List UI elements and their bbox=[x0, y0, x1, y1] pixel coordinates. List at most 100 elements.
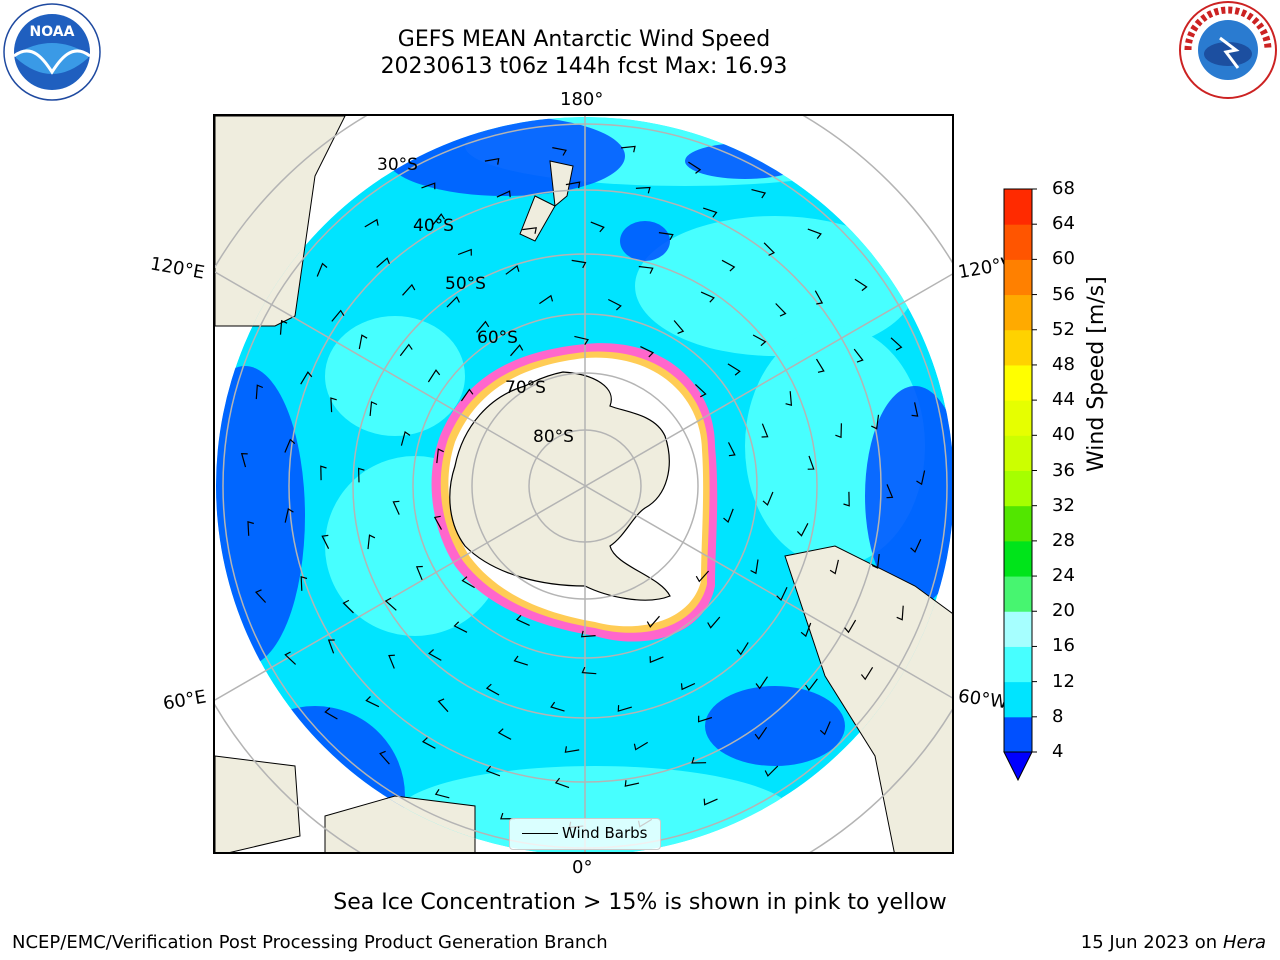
colorbar-tick-label: 60 bbox=[1052, 248, 1075, 270]
wind-barb-legend-label: Wind Barbs bbox=[562, 824, 648, 842]
colorbar-tick-label: 16 bbox=[1052, 635, 1075, 657]
wind-barb bbox=[723, 508, 734, 524]
colorbar-tick-label: 40 bbox=[1052, 424, 1075, 446]
lat-label-50s: 50°S bbox=[445, 274, 486, 294]
colorbar-tick-label: 64 bbox=[1052, 213, 1075, 235]
noaa-logo: NOAA bbox=[2, 2, 102, 106]
wind-barb bbox=[695, 570, 710, 583]
wind-barb bbox=[434, 788, 450, 799]
wind-barb bbox=[910, 538, 922, 553]
lat-label-40s: 40°S bbox=[413, 216, 454, 236]
lat-label-80s: 80°S bbox=[533, 427, 574, 447]
wind-patch-low bbox=[705, 686, 845, 766]
wind-barb bbox=[581, 666, 597, 675]
wind-barb bbox=[330, 397, 337, 413]
lat-label-30s: 30°S bbox=[377, 155, 418, 175]
wind-barb bbox=[580, 630, 596, 638]
wind-barb bbox=[367, 534, 376, 550]
wind-barb bbox=[539, 294, 554, 305]
wind-barb bbox=[358, 334, 368, 350]
colorbar-tick-label: 36 bbox=[1052, 459, 1075, 481]
wind-barb bbox=[485, 765, 501, 777]
colorbar-tick-label: 56 bbox=[1052, 283, 1075, 305]
wind-barb bbox=[819, 721, 831, 736]
colorbar-tick-label: 12 bbox=[1052, 670, 1075, 692]
wind-barb bbox=[633, 741, 649, 751]
wind-barb bbox=[522, 227, 537, 234]
wind-barb bbox=[476, 320, 490, 333]
wind-barb bbox=[673, 320, 685, 334]
wind-barb bbox=[764, 765, 779, 777]
lon-label-0: 0° bbox=[572, 857, 593, 878]
colorbar-segment bbox=[1004, 435, 1032, 471]
wind-barb bbox=[638, 265, 654, 274]
wind-barb bbox=[617, 705, 632, 712]
colorbar-segment bbox=[1004, 224, 1032, 260]
colorbar-segment bbox=[1004, 364, 1032, 401]
wind-barb bbox=[421, 737, 436, 749]
wind-barb bbox=[640, 346, 655, 358]
wind-barb bbox=[896, 605, 904, 621]
colorbar-tick-label: 20 bbox=[1052, 600, 1075, 622]
wind-barb bbox=[844, 619, 857, 634]
wind-barb bbox=[240, 452, 248, 468]
colorbar-label: Wind Speed [m/s] bbox=[1084, 276, 1109, 472]
wind-barb bbox=[691, 757, 707, 764]
wind-barb bbox=[379, 750, 390, 765]
wind-barb bbox=[688, 161, 702, 174]
colorbar-segment bbox=[1004, 681, 1032, 718]
wind-barb bbox=[658, 232, 674, 241]
wind-barb bbox=[707, 616, 721, 629]
wind-barb bbox=[854, 278, 868, 292]
wind-barb bbox=[761, 423, 769, 438]
wind-barb bbox=[364, 218, 379, 228]
lat-label-60s: 60°S bbox=[477, 328, 518, 348]
colorbar-tick-label: 32 bbox=[1052, 494, 1075, 516]
wind-barb bbox=[300, 575, 308, 591]
land-madagascar bbox=[215, 755, 301, 852]
wind-barb bbox=[321, 534, 330, 549]
lat-label-70s: 70°S bbox=[505, 378, 546, 398]
wind-barb bbox=[621, 145, 636, 153]
wind-barb bbox=[635, 186, 651, 194]
colorbar-tick-label: 44 bbox=[1052, 389, 1075, 411]
wind-barb bbox=[437, 698, 449, 713]
wind-barb bbox=[721, 259, 736, 272]
map-title: GEFS MEAN Antarctic Wind Speed bbox=[397, 27, 771, 52]
wind-patch-low bbox=[216, 366, 305, 666]
polar-map: 30°S 40°S 50°S 60°S 70°S 80°S bbox=[215, 116, 952, 852]
wind-barb bbox=[703, 207, 718, 218]
wind-barb bbox=[247, 520, 254, 536]
wind-barb bbox=[433, 515, 443, 530]
wind-barb bbox=[796, 523, 809, 537]
nws-logo bbox=[1176, 0, 1280, 104]
wind-barb bbox=[342, 599, 354, 614]
lon-label-120e: 120°E bbox=[148, 253, 207, 284]
wind-barb bbox=[814, 290, 824, 305]
colorbar-segment bbox=[1004, 646, 1032, 683]
wind-barb bbox=[835, 423, 842, 439]
wind-barb bbox=[807, 455, 815, 470]
wind-barb bbox=[415, 565, 423, 581]
wind-barb bbox=[392, 500, 400, 515]
wind-patch bbox=[635, 216, 915, 356]
wind-barb bbox=[703, 798, 718, 806]
wind-barb bbox=[755, 676, 768, 690]
wind-patch-low bbox=[865, 386, 952, 606]
wind-barb bbox=[279, 319, 288, 335]
wind-barb bbox=[457, 248, 472, 256]
colorbar-segment bbox=[1004, 294, 1032, 331]
wind-barb bbox=[484, 157, 500, 165]
wind-barb bbox=[255, 384, 264, 400]
wind-barb bbox=[320, 465, 327, 481]
wind-barb bbox=[510, 344, 524, 357]
wind-barb bbox=[369, 401, 378, 416]
wind-barb bbox=[550, 701, 565, 712]
colorbar-tick-label: 4 bbox=[1052, 741, 1064, 762]
wind-barb bbox=[399, 343, 413, 357]
colorbar-tick-label: 48 bbox=[1052, 353, 1075, 375]
wind-barb bbox=[515, 614, 530, 626]
wind-barb bbox=[807, 228, 822, 239]
wind-barb bbox=[513, 655, 528, 666]
wind-barb bbox=[284, 438, 296, 453]
